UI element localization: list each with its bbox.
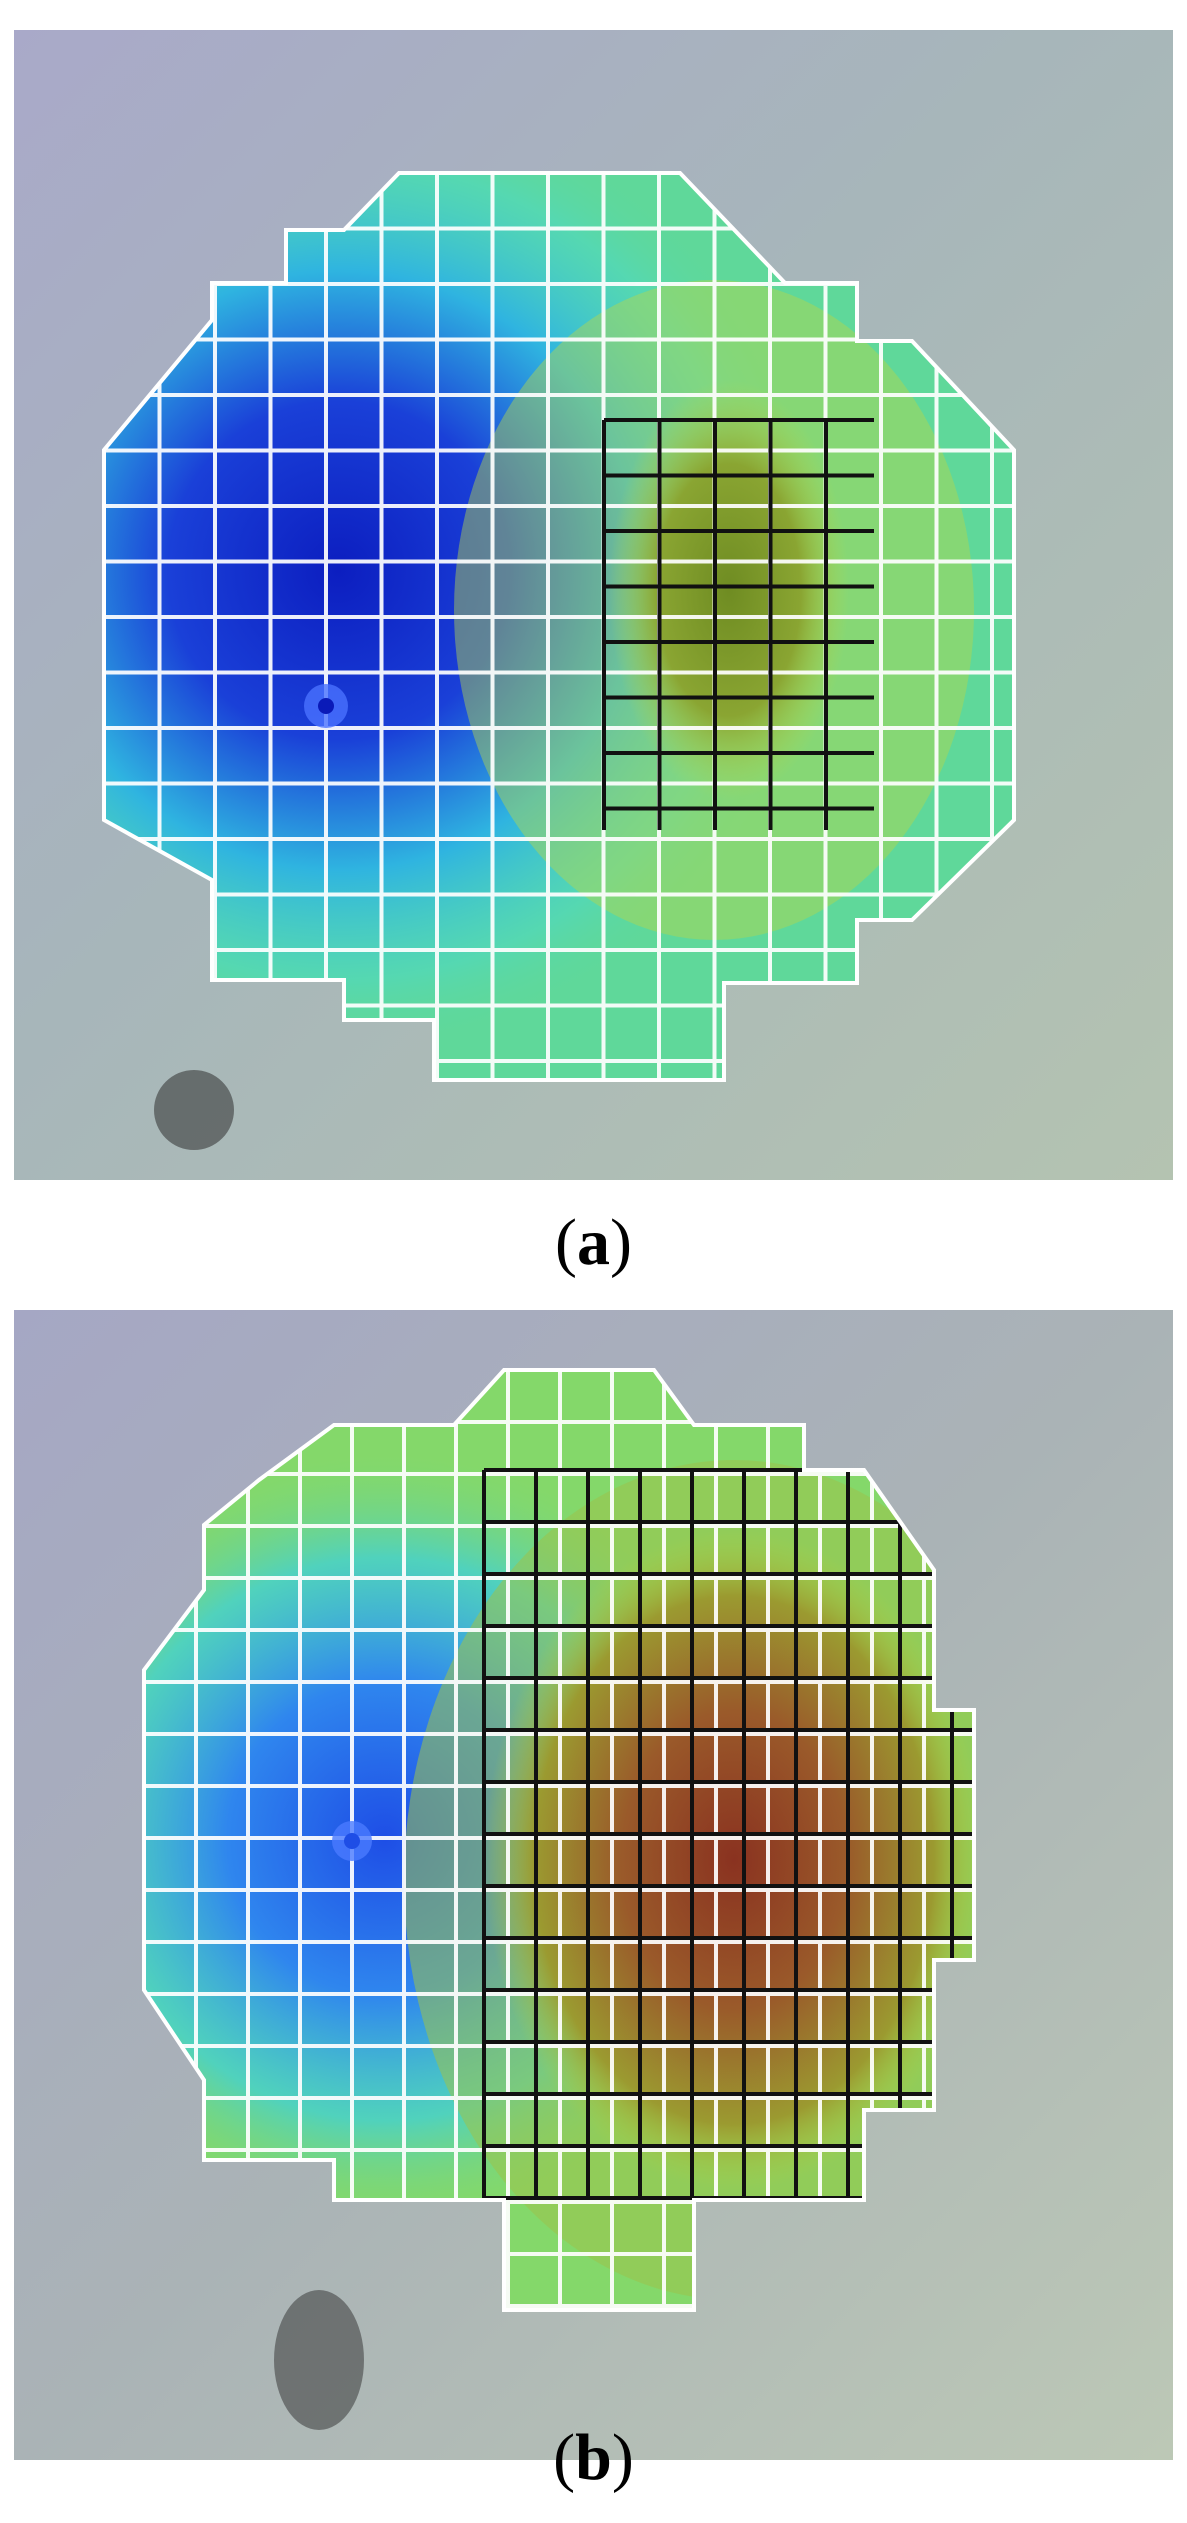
panel-a-heatmap (14, 30, 1173, 1180)
caption-b: (b) (553, 2421, 634, 2494)
panel-a-image (14, 30, 1173, 1180)
caption-a: (a) (555, 1206, 632, 1279)
panel-b-heatmap (14, 1310, 1173, 2460)
panel-b-image (14, 1310, 1173, 2460)
